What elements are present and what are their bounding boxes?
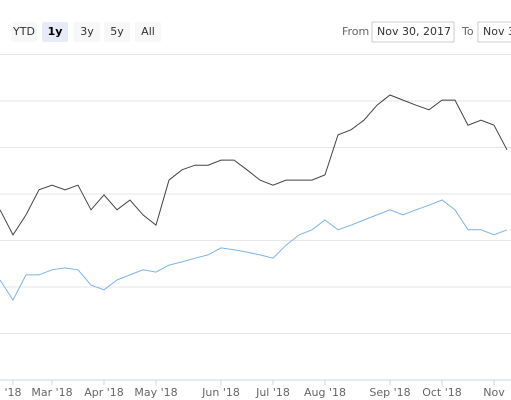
- to-label: To: [461, 25, 474, 38]
- to-input[interactable]: [477, 21, 511, 43]
- x-tick-label: Jun '18: [201, 386, 240, 399]
- range-button[interactable]: [74, 22, 100, 42]
- series-line: [0, 94, 508, 236]
- range-button[interactable]: [104, 22, 130, 42]
- range-button[interactable]: [42, 22, 68, 42]
- x-tick-label: Aug '18: [304, 386, 346, 399]
- to-value[interactable]: Nov 3: [483, 25, 511, 38]
- x-tick-label: May '18: [134, 386, 177, 399]
- x-tick-label: Oct '18: [422, 386, 462, 399]
- range-button-label[interactable]: YTD: [12, 25, 35, 38]
- range-button[interactable]: [135, 22, 161, 42]
- range-button-label[interactable]: 5y: [110, 25, 124, 38]
- x-tick-label: Nov: [483, 386, 505, 399]
- x-tick-label: Sep '18: [369, 386, 410, 399]
- from-label: From: [342, 25, 369, 38]
- grid: [0, 54, 511, 381]
- x-tick-label: Mar '18: [31, 386, 72, 399]
- from-value[interactable]: Nov 30, 2017: [377, 25, 451, 38]
- series-line: [0, 199, 508, 301]
- range-button[interactable]: [11, 22, 37, 42]
- x-tick-label: '18: [4, 386, 21, 399]
- x-tick-label: Jul '18: [255, 386, 290, 399]
- range-button-label[interactable]: 1y: [48, 25, 63, 38]
- range-button-label[interactable]: 3y: [80, 25, 94, 38]
- x-tick-label: Apr '18: [84, 386, 124, 399]
- from-input[interactable]: [371, 21, 455, 43]
- range-button-label[interactable]: All: [141, 25, 155, 38]
